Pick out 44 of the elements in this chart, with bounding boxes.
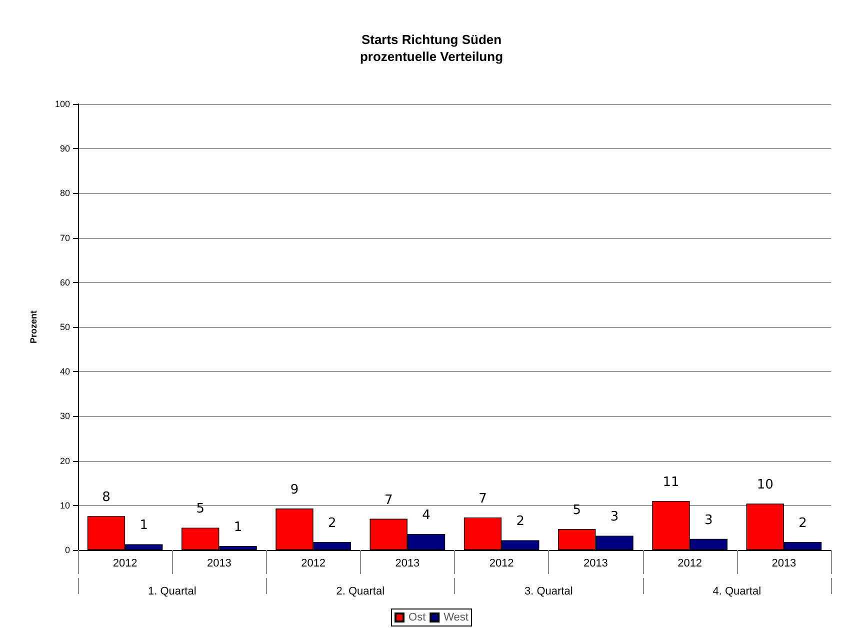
x-tick-label: 2012 xyxy=(112,558,138,570)
x-tick-label: 2012 xyxy=(678,558,702,570)
data-label: 1 xyxy=(140,518,148,534)
text: 4. Quartal xyxy=(712,586,762,598)
data-label: 4 xyxy=(422,508,430,523)
data-label: 2 xyxy=(516,514,525,530)
data-label: 9 xyxy=(290,482,299,498)
x-tick-label: 2012 xyxy=(301,558,326,570)
chart-subtitle: prozentuelle Verteilung xyxy=(360,49,504,64)
y-tick-label: 20 xyxy=(60,456,70,466)
legend-label: West xyxy=(444,612,468,624)
x-tick-label: 2013 xyxy=(395,558,420,570)
y-tick-label: 30 xyxy=(60,411,70,422)
y-tick-label: 40 xyxy=(60,366,70,377)
data-label: 7 xyxy=(384,492,393,508)
data-label: 5 xyxy=(196,502,205,517)
data-label: 5 xyxy=(572,503,582,518)
y-tick-label: 60 xyxy=(60,277,70,288)
x-tick-label: 2013 xyxy=(206,558,232,570)
text: 3. Quartal xyxy=(524,586,573,598)
data-label: 11 xyxy=(662,474,680,490)
data-label: 7 xyxy=(478,491,487,506)
data-label: 3 xyxy=(704,512,713,528)
y-tick-label: 50 xyxy=(60,322,70,332)
y-axis-title: Prozent xyxy=(28,310,38,344)
x-tick-label: 2013 xyxy=(772,558,796,570)
y-tick-label: 80 xyxy=(60,188,70,198)
y-tick-label: 70 xyxy=(60,232,70,243)
y-tick-label: 10 xyxy=(60,500,70,510)
y-tick-label: 90 xyxy=(60,144,70,154)
data-label: 10 xyxy=(756,478,774,493)
data-label: 2 xyxy=(798,516,807,531)
data-label: 2 xyxy=(328,516,336,531)
data-label: 3 xyxy=(610,510,619,525)
x-tick-label: 2012 xyxy=(489,558,514,570)
text: 2. Quartal xyxy=(336,586,385,598)
text: 1. Quartal xyxy=(148,586,196,598)
data-label: 1 xyxy=(234,520,242,535)
chart-title: Starts Richtung Süden xyxy=(361,32,502,47)
y-tick-label: 100 xyxy=(54,99,70,109)
y-tick-label: 0 xyxy=(64,545,70,555)
data-label: 8 xyxy=(102,490,110,506)
legend-label: Ost xyxy=(408,612,426,624)
x-tick-label: 2013 xyxy=(583,558,608,570)
